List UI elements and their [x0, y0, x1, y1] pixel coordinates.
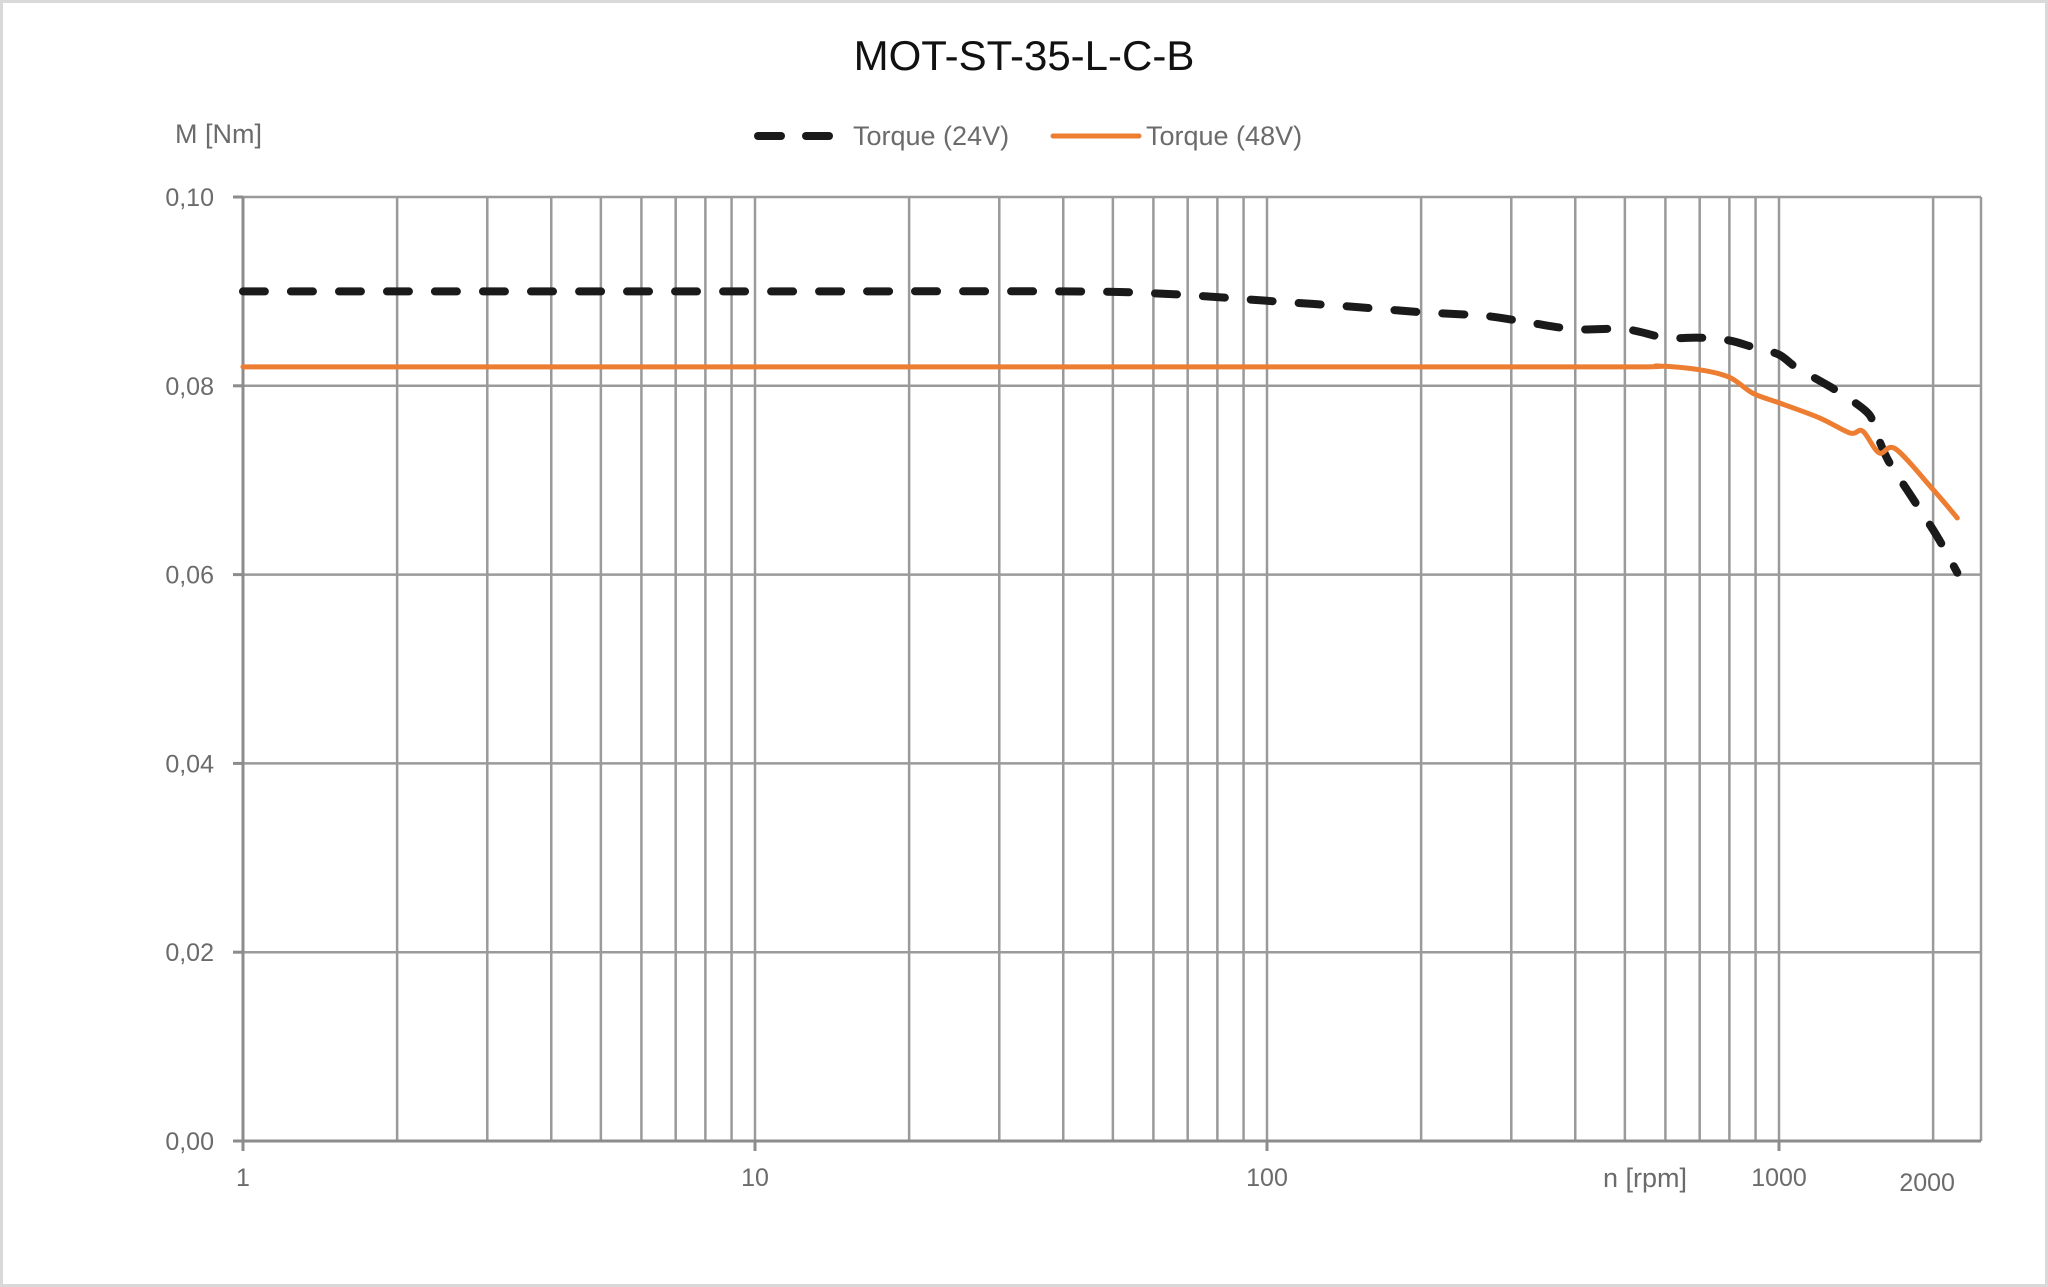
y-tick-label: 0,06: [165, 562, 214, 590]
y-tick-label: 0,10: [165, 184, 214, 212]
legend-label-24v: Torque (24V): [853, 121, 1009, 151]
y-tick-label: 0,04: [165, 750, 214, 778]
y-axis-label: M [Nm]: [175, 119, 262, 149]
y-tick-label: 0,00: [165, 1128, 214, 1156]
legend-item-48v[interactable]: Torque (48V): [1050, 121, 1302, 151]
plot-series: [239, 287, 1962, 577]
series-torque-48v-line: [240, 363, 1960, 521]
chart-title: MOT-ST-35-L-C-B: [854, 32, 1195, 79]
x-tick-label: 100: [1246, 1164, 1288, 1192]
legend: Torque (24V) Torque (48V): [754, 121, 1302, 151]
series-torque-24v-line: [239, 287, 1962, 577]
x-tick-label: 2000: [1899, 1169, 1955, 1197]
y-axis-ticks: 0,00 0,02 0,04 0,06 0,08 0,10: [165, 184, 243, 1156]
gridlines: [241, 195, 1983, 1143]
y-tick-label: 0,08: [165, 373, 214, 401]
x-axis-ticks: 1 10 100 1000 2000: [236, 1141, 1955, 1197]
legend-label-48v: Torque (48V): [1146, 121, 1302, 151]
y-tick-label: 0,02: [165, 939, 214, 967]
x-tick-label: 1: [236, 1164, 250, 1192]
x-tick-label: 1000: [1751, 1164, 1807, 1192]
legend-item-24v[interactable]: Torque (24V): [754, 121, 1009, 151]
x-axis-label: n [rpm]: [1603, 1163, 1687, 1193]
x-tick-label: 10: [741, 1164, 769, 1192]
